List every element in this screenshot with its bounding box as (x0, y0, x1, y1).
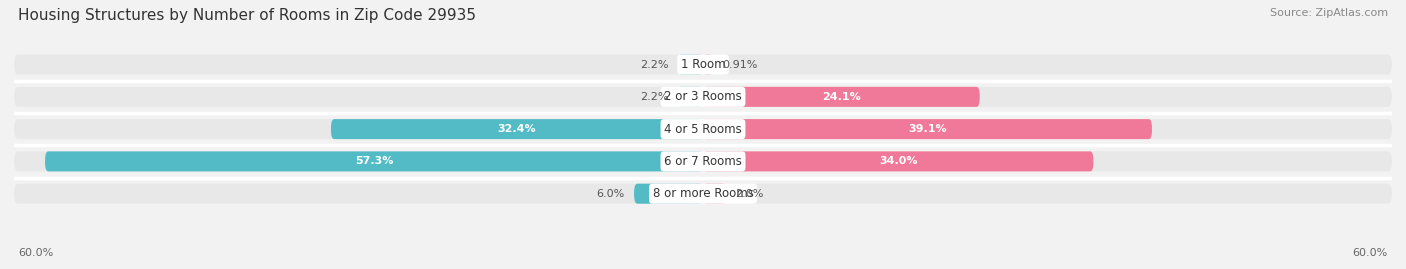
FancyBboxPatch shape (14, 151, 1392, 171)
Legend: Owner-occupied, Renter-occupied: Owner-occupied, Renter-occupied (574, 266, 832, 269)
FancyBboxPatch shape (678, 87, 703, 107)
FancyBboxPatch shape (703, 87, 980, 107)
Text: 24.1%: 24.1% (823, 92, 860, 102)
FancyBboxPatch shape (14, 119, 1392, 139)
Text: 6.0%: 6.0% (596, 189, 624, 199)
Text: 4 or 5 Rooms: 4 or 5 Rooms (664, 123, 742, 136)
Text: 32.4%: 32.4% (498, 124, 536, 134)
Text: 60.0%: 60.0% (18, 248, 53, 258)
FancyBboxPatch shape (703, 184, 725, 204)
Text: Source: ZipAtlas.com: Source: ZipAtlas.com (1270, 8, 1388, 18)
FancyBboxPatch shape (634, 184, 703, 204)
FancyBboxPatch shape (14, 87, 1392, 107)
Text: 2 or 3 Rooms: 2 or 3 Rooms (664, 90, 742, 103)
Text: 2.0%: 2.0% (735, 189, 763, 199)
FancyBboxPatch shape (14, 55, 1392, 75)
FancyBboxPatch shape (703, 151, 1094, 171)
FancyBboxPatch shape (703, 119, 1152, 139)
FancyBboxPatch shape (703, 55, 713, 75)
Text: 60.0%: 60.0% (1353, 248, 1388, 258)
Text: 2.2%: 2.2% (640, 92, 669, 102)
Text: 2.2%: 2.2% (640, 59, 669, 70)
FancyBboxPatch shape (330, 119, 703, 139)
Text: 57.3%: 57.3% (354, 156, 394, 167)
Text: 6 or 7 Rooms: 6 or 7 Rooms (664, 155, 742, 168)
FancyBboxPatch shape (678, 55, 703, 75)
Text: 0.91%: 0.91% (723, 59, 758, 70)
Text: 8 or more Rooms: 8 or more Rooms (652, 187, 754, 200)
Text: Housing Structures by Number of Rooms in Zip Code 29935: Housing Structures by Number of Rooms in… (18, 8, 477, 23)
Text: 34.0%: 34.0% (879, 156, 918, 167)
FancyBboxPatch shape (14, 184, 1392, 204)
Text: 1 Room: 1 Room (681, 58, 725, 71)
Text: 39.1%: 39.1% (908, 124, 946, 134)
FancyBboxPatch shape (45, 151, 703, 171)
